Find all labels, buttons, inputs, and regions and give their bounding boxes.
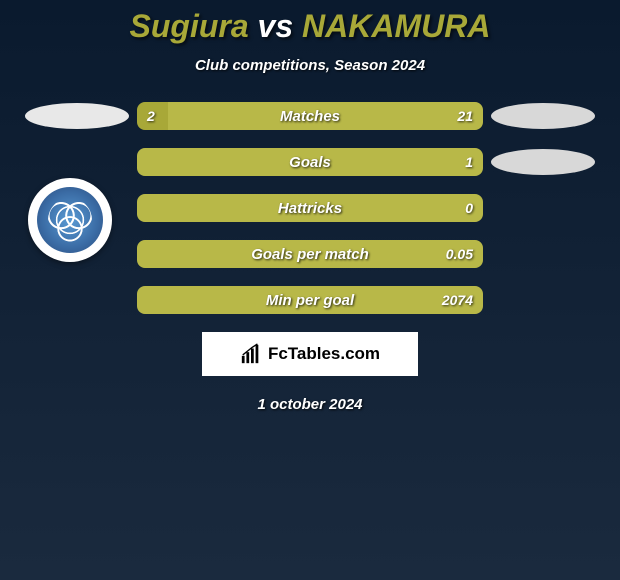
player1-ellipse-icon [25, 103, 129, 129]
stat-label: Goals per match [137, 240, 483, 268]
stat-bar: 1Goals [137, 148, 483, 176]
player1-name: Sugiura [130, 8, 249, 44]
date-label: 1 october 2024 [0, 396, 620, 413]
stat-row: 221Matches [0, 102, 620, 130]
stat-label: Matches [137, 102, 483, 130]
right-slot [483, 149, 603, 175]
stat-label: Hattricks [137, 194, 483, 222]
right-slot [483, 103, 603, 129]
player2-ellipse-icon [491, 103, 595, 129]
stat-bar: 0.05Goals per match [137, 240, 483, 268]
title: Sugiura vs NAKAMURA [0, 8, 620, 45]
stat-bar: 2074Min per goal [137, 286, 483, 314]
stat-bar: 0Hattricks [137, 194, 483, 222]
club-badge [28, 178, 112, 262]
brand-box: FcTables.com [202, 332, 418, 376]
brand-text: FcTables.com [268, 344, 380, 364]
stat-row: 2074Min per goal [0, 286, 620, 314]
left-slot [17, 103, 137, 129]
stat-row: 1Goals [0, 148, 620, 176]
badge-inner [37, 187, 103, 253]
stat-label: Goals [137, 148, 483, 176]
vs-label: vs [258, 8, 294, 44]
player2-name: NAKAMURA [302, 8, 490, 44]
stat-bar: 221Matches [137, 102, 483, 130]
stat-label: Min per goal [137, 286, 483, 314]
subtitle: Club competitions, Season 2024 [0, 57, 620, 74]
chart-icon [240, 343, 262, 365]
badge-knot-icon [48, 198, 92, 242]
player2-ellipse-icon [491, 149, 595, 175]
